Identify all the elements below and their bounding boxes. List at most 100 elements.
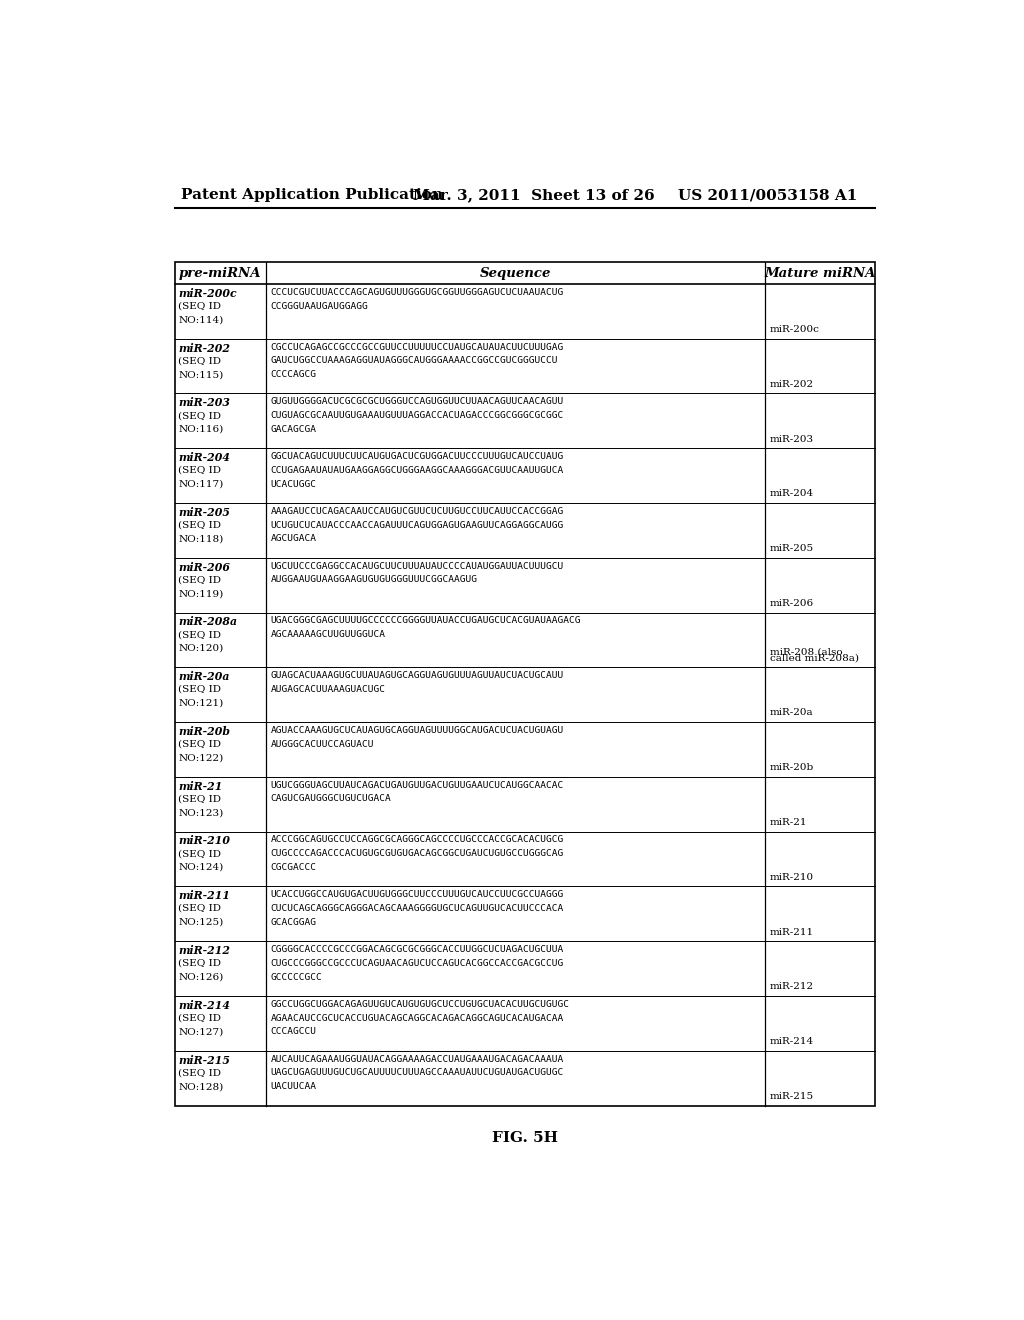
Text: miR-215: miR-215: [770, 1092, 814, 1101]
Text: FIG. 5H: FIG. 5H: [492, 1131, 558, 1144]
Text: miR-205: miR-205: [178, 507, 230, 517]
Text: CCCUCGUCUUACCCAGCAGUGUUUGGGUGCGGUUGGGAGUCUCUAAUACUG: CCCUCGUCUUACCCAGCAGUGUUUGGGUGCGGUUGGGAGU…: [270, 288, 564, 297]
Text: CGGGGCACCCCGCCCGGACAGCGCGCGGGCACCUUGGCUCUAGACUGCUUA: CGGGGCACCCCGCCCGGACAGCGCGCGGGCACCUUGGCUC…: [270, 945, 564, 954]
Text: ACCCGGCAGUGCCUCCAGGCGCAGGGCAGCCCCUGCCCACCGCACACUGCG: ACCCGGCAGUGCCUCCAGGCGCAGGGCAGCCCCUGCCCAC…: [270, 836, 564, 845]
Text: (SEQ ID: (SEQ ID: [178, 685, 221, 694]
Text: (SEQ ID: (SEQ ID: [178, 958, 221, 968]
Text: (SEQ ID: (SEQ ID: [178, 849, 221, 858]
Text: NO:122): NO:122): [178, 754, 223, 763]
Text: (SEQ ID: (SEQ ID: [178, 1068, 221, 1077]
Text: (SEQ ID: (SEQ ID: [178, 466, 221, 475]
Text: (SEQ ID: (SEQ ID: [178, 576, 221, 585]
Text: UGCUUCCCGAGGCCACAUGCUUCUUUAUAUCCCCAUAUGGAUUACUUUGCU: UGCUUCCCGAGGCCACAUGCUUCUUUAUAUCCCCAUAUGG…: [270, 561, 564, 570]
Text: miR-210: miR-210: [178, 836, 230, 846]
Text: miR-21: miR-21: [770, 818, 807, 828]
Text: miR-206: miR-206: [178, 561, 230, 573]
Text: miR-203: miR-203: [178, 397, 230, 408]
Text: GGCCUGGCUGGACAGAGUUGUCAUGUGUGCUCCUGUGCUACACUUGCUGUGC: GGCCUGGCUGGACAGAGUUGUCAUGUGUGCUCCUGUGCUA…: [270, 999, 569, 1008]
Text: CUGCCCGGGCCGCCCUCAGUAACAGUCUCCAGUCACGGCCACCGACGCCUG: CUGCCCGGGCCGCCCUCAGUAACAGUCUCCAGUCACGGCC…: [270, 958, 564, 968]
Text: GUGUUGGGGACUCGCGCGCUGGGUCCAGUGGUUCUUAACAGUUCAACAGUU: GUGUUGGGGACUCGCGCGCUGGGUCCAGUGGUUCUUAACA…: [270, 397, 564, 407]
Text: (SEQ ID: (SEQ ID: [178, 301, 221, 310]
Text: CCCAGCCU: CCCAGCCU: [270, 1027, 316, 1036]
Text: miR-200c: miR-200c: [178, 288, 237, 298]
Text: miR-21: miR-21: [178, 780, 223, 792]
Text: NO:128): NO:128): [178, 1082, 223, 1092]
Text: miR-204: miR-204: [770, 490, 814, 499]
Text: (SEQ ID: (SEQ ID: [178, 356, 221, 366]
Text: (SEQ ID: (SEQ ID: [178, 795, 221, 804]
Text: CCCCAGCG: CCCCAGCG: [270, 370, 316, 379]
Text: AUGGGCACUUCCAGUACU: AUGGGCACUUCCAGUACU: [270, 739, 374, 748]
Text: NO:126): NO:126): [178, 973, 223, 982]
Text: miR-210: miR-210: [770, 873, 814, 882]
Text: miR-205: miR-205: [770, 544, 814, 553]
Text: miR-20b: miR-20b: [770, 763, 814, 772]
Text: NO:116): NO:116): [178, 425, 223, 434]
Text: miR-200c: miR-200c: [770, 325, 819, 334]
Text: GCCCCCGCC: GCCCCCGCC: [270, 973, 323, 982]
Text: AUGAGCACUUAAAGUACUGC: AUGAGCACUUAAAGUACUGC: [270, 685, 386, 694]
Text: CGCGACCC: CGCGACCC: [270, 863, 316, 873]
Text: NO:117): NO:117): [178, 479, 223, 488]
Text: miR-202: miR-202: [770, 380, 814, 389]
Text: miR-212: miR-212: [178, 945, 230, 956]
Text: NO:115): NO:115): [178, 370, 223, 379]
Text: AUGGAAUGUAAGGAAGUGUGUGGGUUUCGGCAAGUG: AUGGAAUGUAAGGAAGUGUGUGGGUUUCGGCAAGUG: [270, 576, 477, 585]
Bar: [174, 263, 876, 1106]
Text: NO:121): NO:121): [178, 698, 223, 708]
Text: UAGCUGAGUUUGUCUGCAUUUUCUUUAGCCAAAUAUUCUGUAUGACUGUGC: UAGCUGAGUUUGUCUGCAUUUUCUUUAGCCAAAUAUUCUG…: [270, 1068, 564, 1077]
Text: UCUGUCUCAUACCCAACCAGAUUUCAGUGGAGUGAAGUUCAGGAGGCAUGG: UCUGUCUCAUACCCAACCAGAUUUCAGUGGAGUGAAGUUC…: [270, 520, 564, 529]
Text: Mar. 3, 2011  Sheet 13 of 26: Mar. 3, 2011 Sheet 13 of 26: [414, 189, 654, 202]
Text: miR-20b: miR-20b: [178, 726, 230, 737]
Text: GGCUACAGUCUUUCUUCAUGUGACUCGUGGACUUCCCUUUGUCAUCCUAUG: GGCUACAGUCUUUCUUCAUGUGACUCGUGGACUUCCCUUU…: [270, 451, 564, 461]
Text: miR-208a: miR-208a: [178, 616, 238, 627]
Text: miR-211: miR-211: [178, 890, 230, 902]
Text: UGACGGGCGAGCUUUUGCCCCCCGGGGUUAUACCUGAUGCUCACGUAUAAGACG: UGACGGGCGAGCUUUUGCCCCCCGGGGUUAUACCUGAUGC…: [270, 616, 581, 626]
Text: (SEQ ID: (SEQ ID: [178, 739, 221, 748]
Text: NO:125): NO:125): [178, 917, 223, 927]
Text: AGCUGACA: AGCUGACA: [270, 535, 316, 544]
Text: miR-20a: miR-20a: [178, 671, 229, 682]
Text: NO:114): NO:114): [178, 315, 223, 325]
Text: miR-215: miR-215: [178, 1055, 230, 1065]
Text: miR-212: miR-212: [770, 982, 814, 991]
Text: (SEQ ID: (SEQ ID: [178, 1014, 221, 1023]
Text: miR-211: miR-211: [770, 928, 814, 937]
Text: AUCAUUCAGAAAUGGUAUACAGGAAAAGACCUAUGAAAUGACAGACAAAUA: AUCAUUCAGAAAUGGUAUACAGGAAAAGACCUAUGAAAUG…: [270, 1055, 564, 1064]
Text: (SEQ ID: (SEQ ID: [178, 520, 221, 529]
Text: miR-206: miR-206: [770, 599, 814, 609]
Text: GCACGGAG: GCACGGAG: [270, 917, 316, 927]
Text: called miR-208a): called miR-208a): [770, 653, 859, 663]
Text: UCACCUGGCCAUGUGACUUGUGGGCUUCCCUUUGUCAUCCUUCGCCUAGGG: UCACCUGGCCAUGUGACUUGUGGGCUUCCCUUUGUCAUCC…: [270, 890, 564, 899]
Text: AGUACCAAAGUGCUCAUAGUGCAGGUAGUUUUGGCAUGACUCUACUGUAGU: AGUACCAAAGUGCUCAUAGUGCAGGUAGUUUUGGCAUGAC…: [270, 726, 564, 735]
Text: (SEQ ID: (SEQ ID: [178, 411, 221, 420]
Text: CCGGGUAAUGAUGGAGG: CCGGGUAAUGAUGGAGG: [270, 301, 369, 310]
Text: NO:127): NO:127): [178, 1027, 223, 1036]
Text: Mature miRNA: Mature miRNA: [764, 267, 876, 280]
Text: miR-208 (also: miR-208 (also: [770, 647, 843, 656]
Text: CUGUAGCGCAAUUGUGAAAUGUUUAGGACCACUAGACCCGGCGGGCGCGGC: CUGUAGCGCAAUUGUGAAAUGUUUAGGACCACUAGACCCG…: [270, 411, 564, 420]
Text: miR-202: miR-202: [178, 342, 230, 354]
Text: (SEQ ID: (SEQ ID: [178, 904, 221, 913]
Text: GAUCUGGCCUAAAGAGGUAUAGGGCAUGGGAAAACCGGCCGUCGGGUCCU: GAUCUGGCCUAAAGAGGUAUAGGGCAUGGGAAAACCGGCC…: [270, 356, 558, 366]
Text: NO:120): NO:120): [178, 644, 223, 653]
Text: (SEQ ID: (SEQ ID: [178, 630, 221, 639]
Text: NO:119): NO:119): [178, 589, 223, 598]
Text: Sequence: Sequence: [480, 267, 551, 280]
Text: Patent Application Publication: Patent Application Publication: [180, 189, 442, 202]
Text: miR-20a: miR-20a: [770, 709, 813, 718]
Text: CUCUCAGCAGGGCAGGGACAGCAAAGGGGUGCUCAGUUGUCACUUCCCACA: CUCUCAGCAGGGCAGGGACAGCAAAGGGGUGCUCAGUUGU…: [270, 904, 564, 913]
Text: CAGUCGAUGGGCUGUCUGACA: CAGUCGAUGGGCUGUCUGACA: [270, 795, 391, 804]
Text: GUAGCACUAAAGUGCUUAUAGUGCAGGUAGUGUUUAGUUAUCUACUGCAUU: GUAGCACUAAAGUGCUUAUAGUGCAGGUAGUGUUUAGUUA…: [270, 671, 564, 680]
Text: miR-204: miR-204: [178, 451, 230, 463]
Text: CUGCCCCAGACCCACUGUGCGUGUGACAGCGGCUGAUCUGUGCCUGGGCAG: CUGCCCCAGACCCACUGUGCGUGUGACAGCGGCUGAUCUG…: [270, 849, 564, 858]
Text: pre-miRNA: pre-miRNA: [179, 267, 261, 280]
Text: NO:123): NO:123): [178, 808, 223, 817]
Text: UGUCGGGUAGCUUAUCAGACUGAUGUUGACUGUUGAAUCUCAUGGCAACAC: UGUCGGGUAGCUUAUCAGACUGAUGUUGACUGUUGAAUCU…: [270, 780, 564, 789]
Text: miR-214: miR-214: [178, 999, 230, 1011]
Text: UACUUCAA: UACUUCAA: [270, 1082, 316, 1092]
Text: US 2011/0053158 A1: US 2011/0053158 A1: [678, 189, 858, 202]
Text: AGCAAAAAGCUUGUUGGUCA: AGCAAAAAGCUUGUUGGUCA: [270, 630, 386, 639]
Text: UCACUGGC: UCACUGGC: [270, 479, 316, 488]
Text: NO:124): NO:124): [178, 863, 223, 873]
